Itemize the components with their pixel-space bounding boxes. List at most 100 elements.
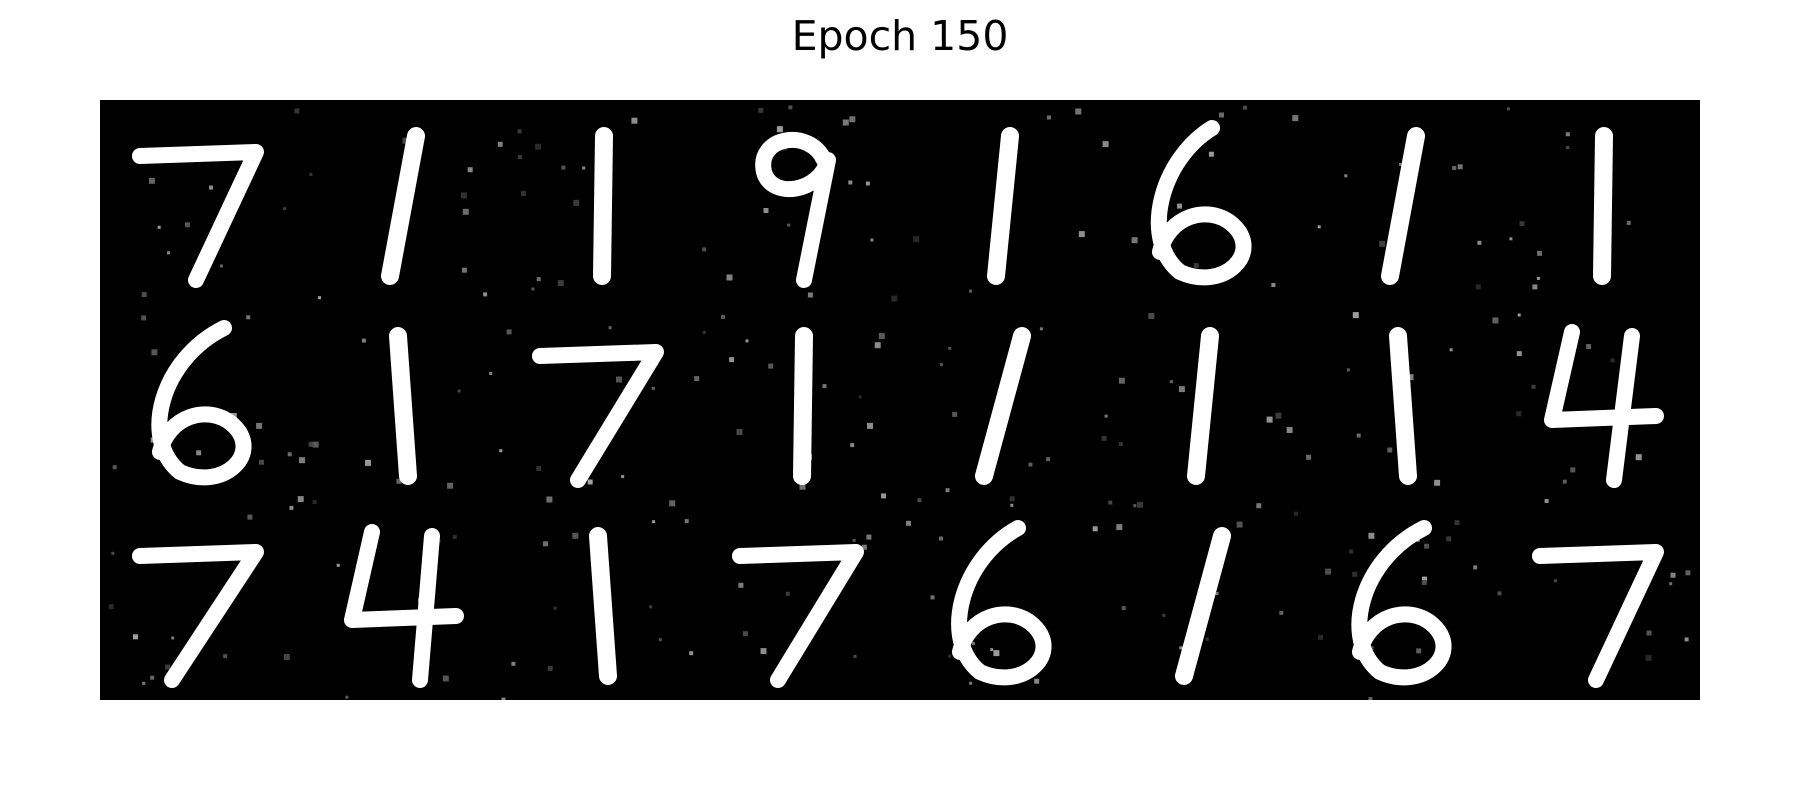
noise-pixel (1635, 454, 1642, 461)
noise-pixel (536, 466, 542, 471)
noise-pixel (1532, 284, 1538, 290)
noise-pixel (1506, 107, 1510, 111)
noise-pixel (1177, 203, 1182, 209)
noise-pixel (447, 482, 454, 489)
noise-pixel (1477, 240, 1482, 245)
noise-pixel (702, 330, 706, 334)
noise-pixel (758, 107, 764, 113)
noise-pixel (858, 395, 862, 399)
digit-sample-6-r1-c6 (1150, 120, 1252, 286)
noise-pixel (1215, 592, 1219, 595)
noise-pixel (1346, 368, 1350, 372)
noise-pixel (489, 371, 493, 375)
grid-background (100, 100, 1700, 700)
noise-pixel (651, 386, 655, 390)
noise-pixel (1684, 637, 1689, 642)
noise-pixel (587, 479, 593, 485)
noise-pixel (1205, 637, 1209, 641)
noise-pixel (867, 422, 873, 429)
noise-pixel (616, 376, 622, 383)
noise-pixel (557, 280, 564, 287)
noise-pixel (1610, 358, 1615, 363)
noise-pixel (517, 155, 522, 160)
noise-pixel (990, 648, 994, 652)
noise-pixel (1517, 313, 1521, 317)
noise-pixel (287, 452, 292, 457)
noise-pixel (1516, 411, 1522, 417)
figure-title: Epoch 150 (791, 12, 1009, 60)
noise-pixel (289, 505, 294, 510)
digit-sample-7-r3-c8 (1532, 544, 1664, 688)
noise-pixel (297, 496, 304, 503)
noise-pixel (669, 500, 676, 507)
digit-sample-1-r1-c8 (1593, 127, 1613, 285)
noise-pixel (1434, 479, 1441, 486)
noise-pixel (536, 277, 541, 282)
noise-pixel (1537, 250, 1542, 256)
noise-pixel (760, 648, 767, 655)
noise-pixel (1565, 132, 1570, 137)
digit-sample-6-r3-c7 (1351, 520, 1452, 686)
noise-pixel (246, 315, 251, 320)
noise-pixel (1497, 591, 1502, 596)
noise-pixel (969, 681, 973, 685)
digit-sample-1-r1-c5 (987, 127, 1019, 285)
noise-pixel (546, 496, 553, 503)
noise-pixel (1424, 543, 1430, 549)
noise-pixel (220, 264, 223, 268)
noise-pixel (1349, 549, 1354, 554)
noise-pixel (1399, 163, 1402, 166)
noise-pixel (256, 422, 263, 429)
noise-pixel (736, 429, 743, 435)
noise-pixel (1219, 112, 1224, 118)
noise-pixel (1293, 511, 1298, 516)
noise-pixel (939, 536, 943, 541)
noise-pixel (1586, 344, 1592, 349)
noise-pixel (1452, 166, 1457, 170)
noise-pixel (1449, 348, 1453, 352)
noise-pixel (822, 384, 827, 389)
digit-samples (132, 120, 1664, 688)
noise-pixel (1118, 377, 1125, 384)
noise-pixel (462, 208, 469, 215)
noise-pixel (1416, 648, 1422, 654)
digit-sample-1-r2-c5 (975, 327, 1031, 485)
noise-pixel (1193, 263, 1199, 268)
digit-sample-1-r1-c7 (1381, 127, 1425, 285)
noise-pixel (402, 137, 409, 144)
noise-pixel (259, 459, 264, 465)
noise-pixel (776, 126, 783, 133)
noise-pixel (1536, 276, 1540, 280)
noise-pixel (608, 326, 612, 330)
noise-pixel (157, 225, 161, 229)
digit-sample-6-r2-c1 (151, 320, 252, 486)
noise-pixel (1046, 457, 1051, 462)
noise-pixel (345, 695, 349, 699)
noise-pixel (531, 287, 535, 291)
noise-pixel (1271, 283, 1276, 287)
noise-pixel (1646, 630, 1652, 636)
noise-pixel (1626, 220, 1631, 225)
noise-pixel (312, 500, 317, 505)
noise-pixel (318, 296, 321, 300)
noise-pixel (499, 449, 503, 453)
noise-pixel (1562, 479, 1567, 484)
noise-pixel (1275, 412, 1282, 419)
noise-pixel (1010, 503, 1014, 507)
noise-pixel (1236, 521, 1243, 528)
noise-pixel (1075, 108, 1082, 115)
noise-pixel (141, 292, 147, 298)
noise-pixel (1317, 225, 1321, 229)
noise-pixel (866, 534, 872, 540)
noise-pixel (553, 606, 557, 610)
noise-pixel (787, 223, 791, 227)
noise-pixel (1421, 580, 1427, 585)
noise-pixel (142, 681, 146, 685)
noise-pixel (1407, 374, 1414, 381)
noise-pixel (721, 314, 725, 319)
noise-pixel (649, 605, 653, 609)
noise-pixel (151, 349, 158, 356)
noise-pixel (878, 333, 885, 340)
noise-pixel (1325, 568, 1332, 575)
noise-pixel (483, 292, 488, 297)
